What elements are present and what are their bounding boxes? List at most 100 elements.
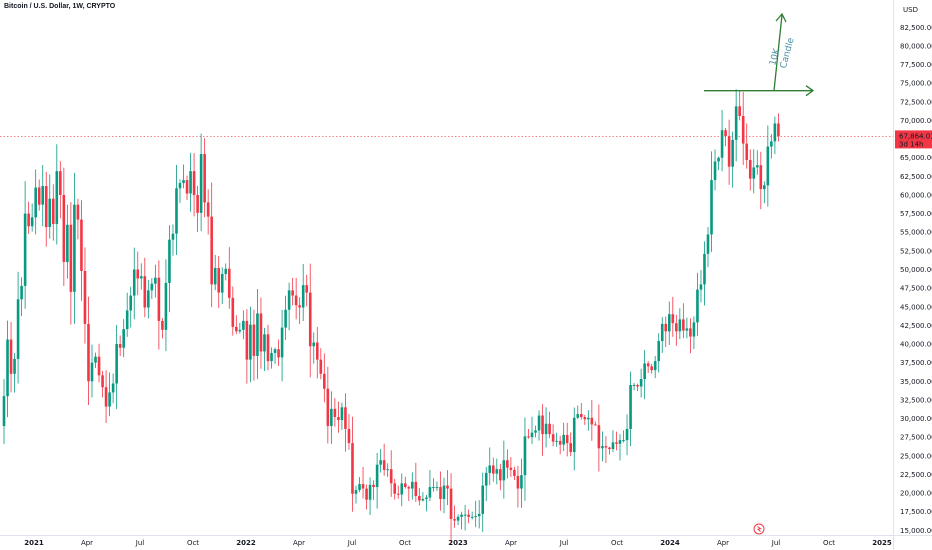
candle-body <box>650 366 653 371</box>
price-tick-label: 77,500.00 <box>900 61 932 69</box>
arrow-up-icon <box>775 12 787 23</box>
candle-body <box>308 292 312 347</box>
candle-body <box>396 493 400 495</box>
candle-body <box>484 472 488 486</box>
candle-body <box>2 396 6 426</box>
price-tick-label: 37,500.00 <box>900 359 932 367</box>
candle-body <box>185 180 189 194</box>
candle-body <box>37 187 41 205</box>
candle-body <box>499 469 502 481</box>
time-tick-label: 2022 <box>236 539 256 547</box>
candle-body <box>273 349 277 353</box>
candle-body <box>738 106 741 117</box>
candle-body <box>734 106 738 140</box>
candle-body <box>372 484 375 488</box>
candle-body <box>139 276 143 279</box>
candle-body <box>703 253 706 285</box>
candle-body <box>182 180 185 184</box>
time-tick-label: 2021 <box>24 539 44 547</box>
candle-body <box>164 282 168 330</box>
candle-body <box>572 417 576 453</box>
candle-body <box>80 219 83 271</box>
candle-body <box>608 447 611 450</box>
candle-body <box>375 464 379 488</box>
candle-body <box>27 213 30 227</box>
upward-arrow-line[interactable] <box>773 14 783 91</box>
candle-body <box>481 485 485 514</box>
candle-body <box>770 141 773 147</box>
candle-body <box>20 285 23 300</box>
candle-body <box>284 309 287 328</box>
time-axis[interactable]: 2021 Apr Jul Oct 2022 Apr Jul Oct 2023 Apr Jul Oct 2… <box>24 539 892 547</box>
candle-body <box>48 198 52 228</box>
candle-body <box>513 469 516 476</box>
candle-body <box>323 373 326 389</box>
candle-body <box>55 171 59 225</box>
candle-body <box>59 171 62 195</box>
price-tick-label: 20,000.00 <box>900 490 932 498</box>
candle-body <box>235 326 238 332</box>
price-tick-label: 35,000.00 <box>900 378 932 386</box>
candle-body <box>178 183 182 189</box>
price-tick-label: 70,000.00 <box>900 117 932 125</box>
price-tick-label: 15,000.00 <box>900 527 932 535</box>
candle-body <box>266 334 270 362</box>
candle-body <box>171 233 175 240</box>
candle-body <box>368 484 372 500</box>
candle-body <box>579 414 583 418</box>
candle-body <box>263 334 266 352</box>
candle-body <box>90 362 94 382</box>
candle-body <box>13 358 16 374</box>
countdown-label: 3d 14h <box>899 140 923 148</box>
candle-body <box>527 436 530 438</box>
candle-body <box>678 319 682 332</box>
candle-body <box>301 285 305 308</box>
price-tick-label: 42,500.00 <box>900 322 932 330</box>
candle-body <box>449 488 453 520</box>
candle-body <box>393 483 397 494</box>
candle-body <box>755 165 759 168</box>
time-tick-label: Apr <box>505 539 517 547</box>
candle-body <box>73 204 76 292</box>
candle-body <box>752 167 756 179</box>
candle-body <box>646 363 650 367</box>
candle-body <box>453 519 456 521</box>
time-tick-label: Apr <box>717 539 729 547</box>
candle-body <box>287 290 291 310</box>
candle-body <box>689 328 692 337</box>
candle-body <box>587 417 590 420</box>
time-tick-label: Oct <box>823 539 835 547</box>
candle-body <box>277 349 280 358</box>
candle-body <box>583 417 587 420</box>
candle-body <box>386 469 389 471</box>
candle-body <box>379 460 382 465</box>
candle-body <box>488 465 492 473</box>
candle-body <box>435 487 439 489</box>
last-price-label: 67,864.01 <box>899 132 932 140</box>
candle-body <box>411 481 414 489</box>
candle-body <box>104 387 108 407</box>
candle-body <box>256 313 259 356</box>
candle-body <box>534 430 537 433</box>
candle-body <box>541 415 544 435</box>
candle-body <box>111 383 115 393</box>
candle-body <box>150 283 154 291</box>
candle-body <box>636 384 639 387</box>
candle-body <box>696 289 699 323</box>
price-tick-label: 32,500.00 <box>900 396 932 404</box>
tradingview-logo-icon[interactable] <box>753 523 765 535</box>
annotation-layer: 10KCandle <box>704 12 815 97</box>
price-tick-label: 47,500.00 <box>900 285 932 293</box>
currency-label: USD <box>903 6 918 14</box>
candle-body <box>601 446 604 449</box>
candle-body <box>710 180 713 235</box>
candle-body <box>270 352 273 362</box>
price-axis[interactable]: USD 15,000.00 17,500.00 20,000.00 22,500.00 2… <box>900 6 932 535</box>
price-tick-label: 65,000.00 <box>900 154 932 162</box>
candle-body <box>470 516 474 518</box>
candle-body <box>590 417 594 425</box>
candle-body <box>217 268 221 293</box>
candle-body <box>259 313 263 352</box>
candle-body <box>506 460 509 468</box>
